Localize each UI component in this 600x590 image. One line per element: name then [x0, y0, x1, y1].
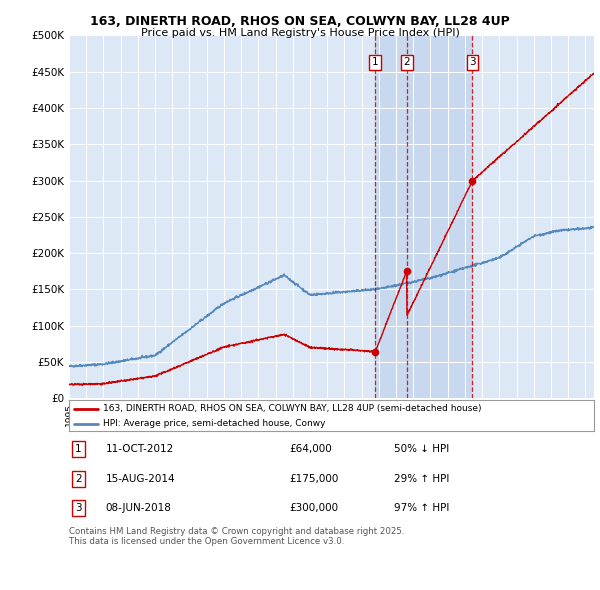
Text: 163, DINERTH ROAD, RHOS ON SEA, COLWYN BAY, LL28 4UP (semi-detached house): 163, DINERTH ROAD, RHOS ON SEA, COLWYN B… [103, 404, 482, 413]
Bar [375, 35, 407, 398]
Text: 97% ↑ HPI: 97% ↑ HPI [395, 503, 450, 513]
Text: £64,000: £64,000 [290, 444, 332, 454]
Text: 163, DINERTH ROAD, RHOS ON SEA, COLWYN BAY, LL28 4UP: 163, DINERTH ROAD, RHOS ON SEA, COLWYN B… [90, 15, 510, 28]
Text: 3: 3 [75, 503, 82, 513]
Text: £300,000: £300,000 [290, 503, 338, 513]
Bar [407, 35, 472, 398]
Text: 08-JUN-2018: 08-JUN-2018 [106, 503, 172, 513]
Text: 11-OCT-2012: 11-OCT-2012 [106, 444, 174, 454]
Text: 3: 3 [469, 57, 476, 67]
Text: 15-AUG-2014: 15-AUG-2014 [106, 474, 175, 484]
Text: 1: 1 [372, 57, 379, 67]
Text: HPI: Average price, semi-detached house, Conwy: HPI: Average price, semi-detached house,… [103, 419, 326, 428]
Text: Price paid vs. HM Land Registry's House Price Index (HPI): Price paid vs. HM Land Registry's House … [140, 28, 460, 38]
Text: 29% ↑ HPI: 29% ↑ HPI [395, 474, 450, 484]
Text: £175,000: £175,000 [290, 474, 339, 484]
Text: Contains HM Land Registry data © Crown copyright and database right 2025.
This d: Contains HM Land Registry data © Crown c… [69, 527, 404, 546]
Text: 2: 2 [75, 474, 82, 484]
Text: 50% ↓ HPI: 50% ↓ HPI [395, 444, 450, 454]
Text: 1: 1 [75, 444, 82, 454]
Text: 2: 2 [403, 57, 410, 67]
